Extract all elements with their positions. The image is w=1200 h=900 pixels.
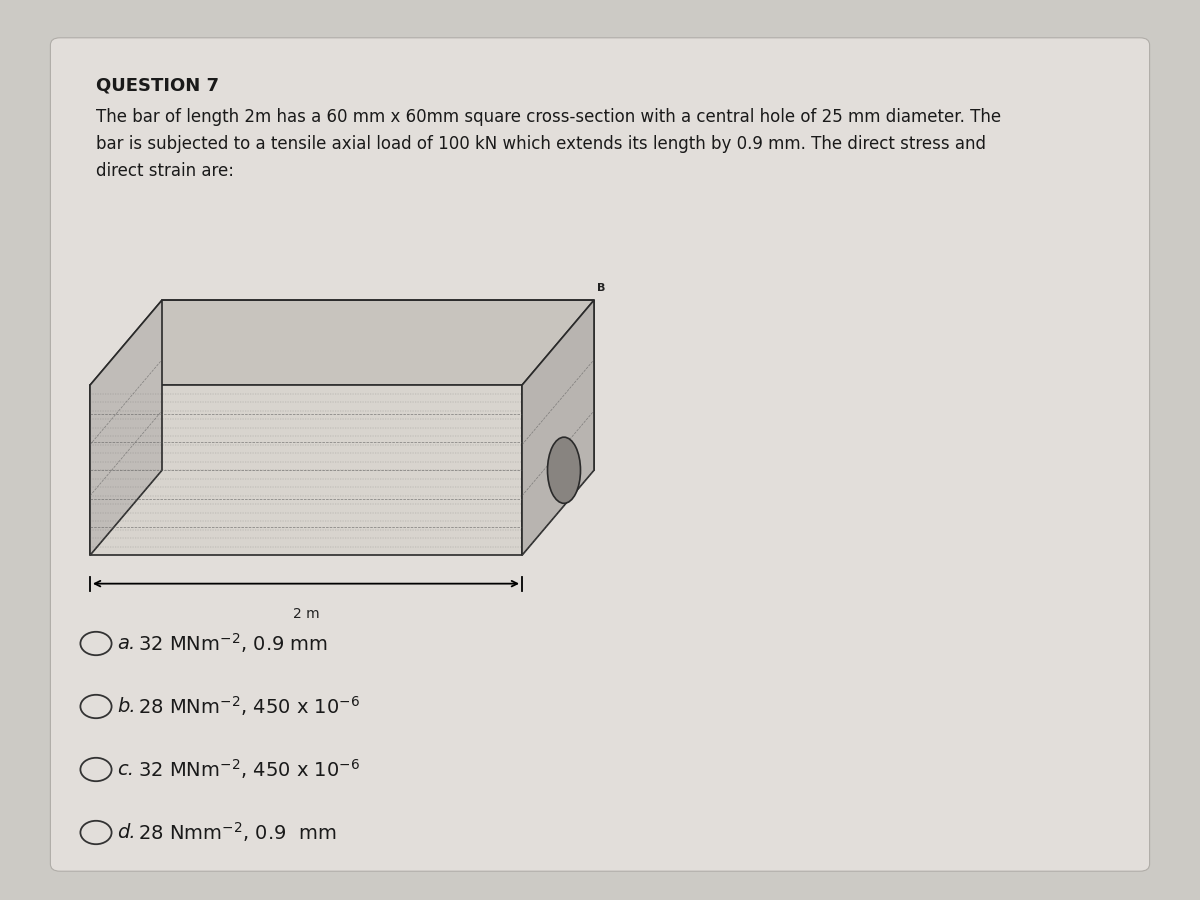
Text: 2 m: 2 m (293, 608, 319, 621)
Text: direct strain are:: direct strain are: (96, 162, 234, 180)
Text: bar is subjected to a tensile axial load of 100 kN which extends its length by 0: bar is subjected to a tensile axial load… (96, 135, 986, 153)
Text: d.: d. (118, 823, 137, 842)
Ellipse shape (547, 437, 581, 503)
Polygon shape (90, 385, 522, 555)
Text: b.: b. (118, 697, 137, 716)
Text: 28 MNm$^{-2}$, 450 x 10$^{-6}$: 28 MNm$^{-2}$, 450 x 10$^{-6}$ (138, 695, 360, 718)
Text: QUESTION 7: QUESTION 7 (96, 76, 220, 94)
Text: c.: c. (118, 760, 134, 779)
Text: B: B (598, 284, 605, 293)
Text: a.: a. (118, 634, 136, 653)
Text: 32 MNm$^{-2}$, 450 x 10$^{-6}$: 32 MNm$^{-2}$, 450 x 10$^{-6}$ (138, 758, 360, 781)
Text: The bar of length 2m has a 60 mm x 60mm square cross-section with a central hole: The bar of length 2m has a 60 mm x 60mm … (96, 108, 1001, 126)
Polygon shape (162, 301, 594, 470)
Text: 28 Nmm$^{-2}$, 0.9  mm: 28 Nmm$^{-2}$, 0.9 mm (138, 821, 336, 844)
Polygon shape (90, 301, 594, 385)
Polygon shape (522, 301, 594, 555)
Text: 32 MNm$^{-2}$, 0.9 mm: 32 MNm$^{-2}$, 0.9 mm (138, 632, 328, 655)
Polygon shape (90, 301, 162, 555)
